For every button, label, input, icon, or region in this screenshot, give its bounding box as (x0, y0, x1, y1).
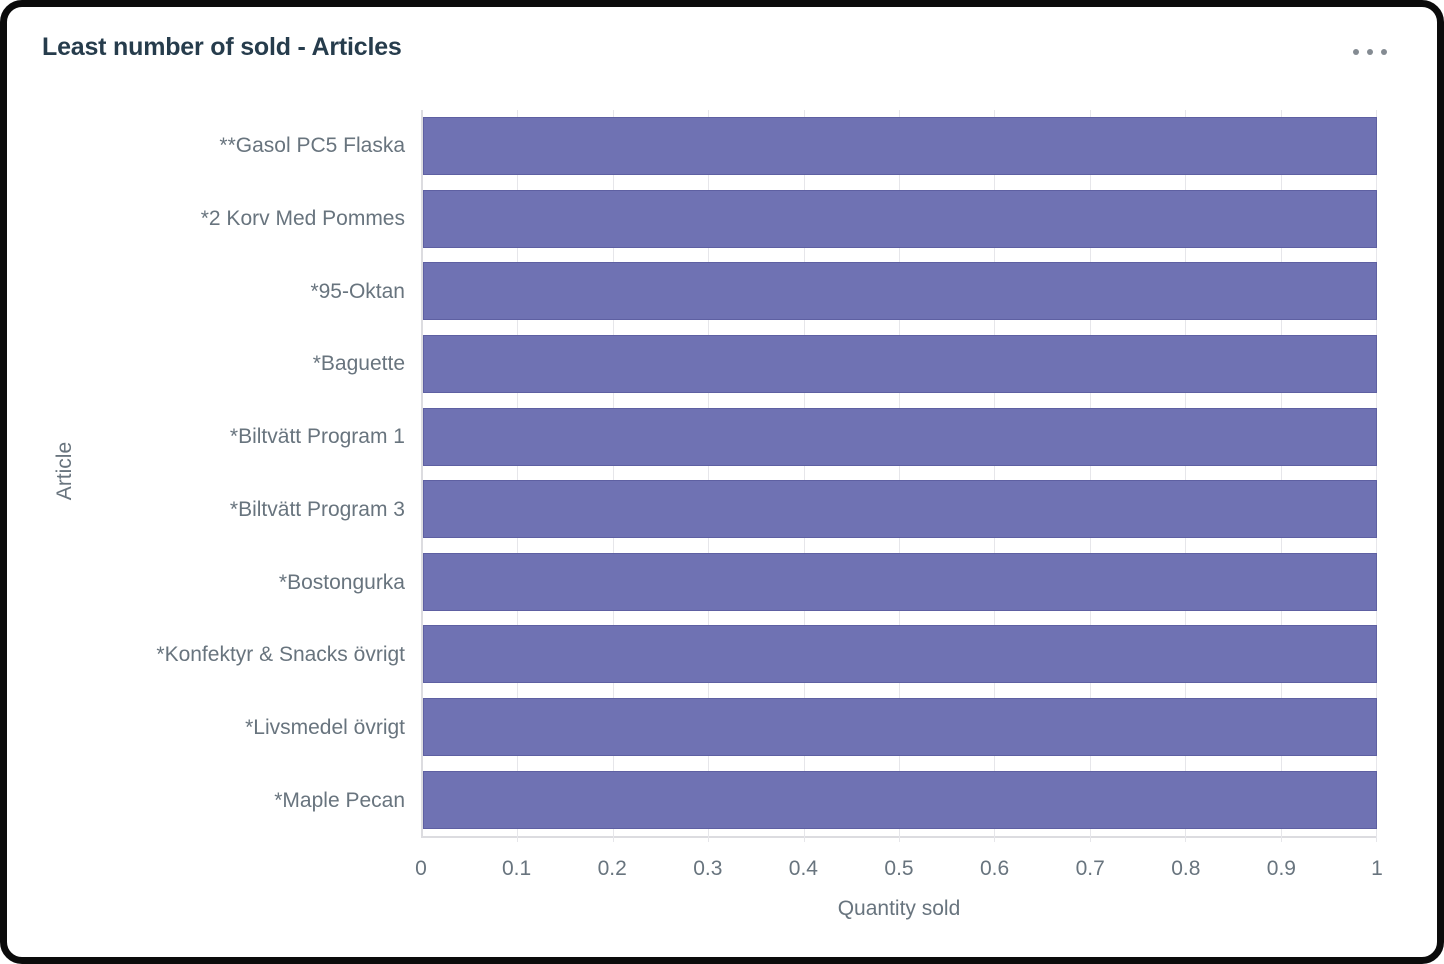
category-label[interactable]: *Biltvätt Program 1 (229, 425, 405, 449)
x-tick-label: 0.3 (693, 857, 723, 880)
category-label[interactable]: *2 Korv Med Pommes (200, 207, 405, 231)
gridline (1089, 110, 1091, 842)
bar-*Bostongurka[interactable] (423, 552, 1377, 611)
gridline (803, 110, 805, 842)
x-tick-label: 1 (1371, 857, 1383, 880)
gridline (1185, 110, 1187, 842)
bar-row (423, 328, 1377, 401)
ellipsis-icon (1367, 49, 1373, 55)
gridline (994, 110, 996, 842)
chart-title: Least number of sold - Articles (42, 33, 402, 61)
plot-area (421, 110, 1377, 842)
x-tick-label: 0.1 (501, 857, 532, 880)
category-label[interactable]: *Biltvätt Program 3 (229, 497, 405, 521)
x-tick-label: 0.5 (884, 857, 914, 880)
x-tick-label: 0.8 (1171, 857, 1201, 880)
category-label[interactable]: *Baguette (312, 352, 405, 376)
x-tick-label: 0.7 (1075, 857, 1105, 880)
bar-*Maple Pecan[interactable] (423, 770, 1377, 829)
category-label[interactable]: *Maple Pecan (274, 788, 405, 812)
bar-rows (423, 110, 1377, 836)
bar-row (423, 110, 1377, 183)
ellipsis-icon (1353, 49, 1359, 55)
category-label[interactable]: *Livsmedel övrigt (245, 715, 405, 739)
y-axis-labels: **Gasol PC5 Flaska *2 Korv Med Pommes *95-… (87, 110, 405, 837)
bar-*Biltvätt Program 1[interactable] (423, 407, 1377, 466)
category-label[interactable]: *Bostongurka (278, 570, 405, 594)
bar-*Livsmedel övrigt[interactable] (423, 698, 1377, 757)
gridline (517, 110, 519, 842)
bar-**Gasol PC5 Flaska[interactable] (423, 117, 1377, 176)
more-options-button[interactable] (1349, 45, 1391, 59)
x-axis-title: Quantity sold (837, 897, 961, 920)
y-axis-title: Article (53, 441, 76, 501)
bar-*Biltvätt Program 3[interactable] (423, 480, 1377, 539)
bar-row (423, 183, 1377, 256)
bar-row (423, 763, 1377, 836)
category-label[interactable]: *Konfektyr & Snacks övrigt (156, 643, 405, 667)
bar-row (423, 473, 1377, 546)
bar-*Konfektyr & Snacks övrigt[interactable] (423, 625, 1377, 684)
bar-row (423, 400, 1377, 473)
bar-row (423, 546, 1377, 619)
x-tick-label: 0.2 (597, 857, 627, 880)
chart-stage: Least number of sold - Articles Article … (7, 7, 1437, 957)
x-tick-label: 0.4 (788, 857, 818, 880)
bar-row (423, 255, 1377, 328)
gridline (1280, 110, 1282, 842)
bar-*Baguette[interactable] (423, 335, 1377, 394)
x-tick-label: 0.9 (1266, 857, 1296, 880)
bar-row (423, 691, 1377, 764)
gridline (899, 110, 900, 842)
bar-*95-Oktan[interactable] (423, 262, 1377, 321)
ellipsis-icon (1381, 49, 1387, 55)
x-axis-ticks: 0 0.1 0.2 0.3 0.4 0.5 0.6 0.7 0.8 0.9 1 (415, 857, 1383, 883)
category-label[interactable]: **Gasol PC5 Flaska (219, 134, 405, 158)
x-tick-label: 0 (415, 857, 427, 880)
gridline (1376, 110, 1377, 842)
category-label[interactable]: *95-Oktan (310, 279, 405, 303)
gridline (612, 110, 614, 842)
x-tick-label: 0.6 (979, 857, 1010, 880)
bar-row (423, 618, 1377, 691)
gridline (708, 110, 710, 842)
bar-*2 Korv Med Pommes[interactable] (423, 189, 1377, 248)
